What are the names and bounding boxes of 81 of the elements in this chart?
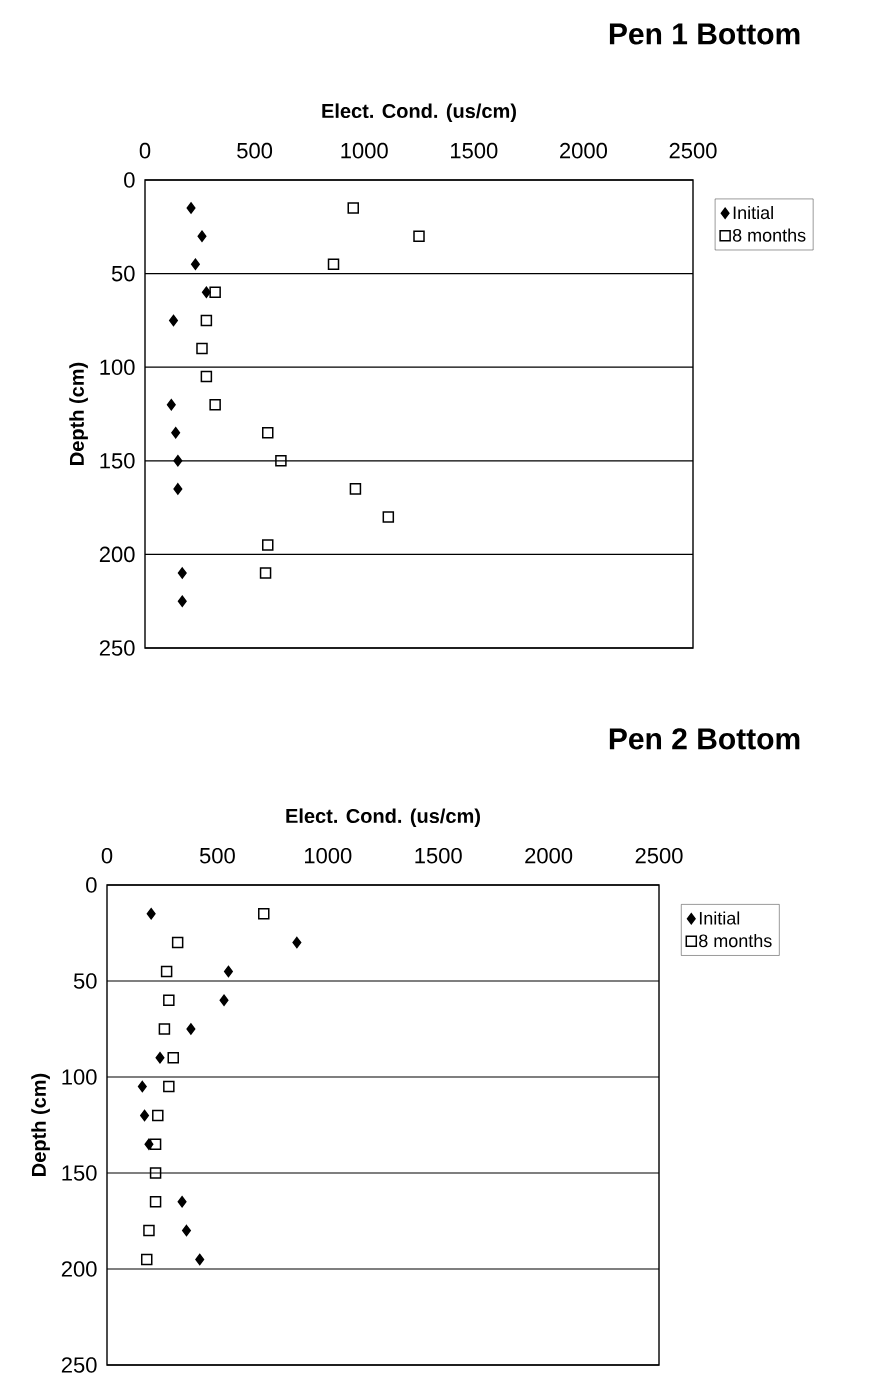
point [190, 258, 200, 270]
point [143, 1224, 155, 1237]
point [327, 258, 340, 270]
point [258, 908, 270, 920]
point [200, 370, 213, 383]
point [160, 965, 173, 978]
x-axis-title: Elect. Cond. (us/cm) [286, 808, 480, 828]
legend-label: 8 months [732, 228, 806, 242]
point [173, 455, 183, 467]
point [163, 1080, 175, 1093]
point [292, 936, 302, 949]
point [171, 936, 184, 949]
y-tick-label: 250 [61, 1357, 97, 1373]
point [149, 1138, 162, 1150]
point [209, 398, 221, 411]
point [155, 1052, 165, 1064]
point [223, 965, 233, 978]
x-tick-label: 500 [199, 847, 235, 864]
point [177, 595, 187, 607]
chart-title: Pen 1 Bottom [609, 23, 800, 45]
point [146, 908, 156, 920]
point [163, 994, 175, 1006]
point [177, 1196, 187, 1208]
point [140, 1109, 150, 1122]
x-tick-label: 1000 [305, 847, 352, 864]
legend-label: 8 months [699, 933, 772, 948]
y-tick-label: 100 [100, 359, 135, 375]
y-tick-label: 0 [86, 877, 97, 893]
point [171, 426, 181, 439]
point [195, 1253, 205, 1266]
point [149, 1167, 162, 1179]
point [152, 1109, 164, 1122]
x-tick-label: 1500 [415, 847, 462, 864]
point [275, 455, 287, 467]
x-tick-label: 1000 [341, 142, 388, 159]
point [219, 994, 229, 1006]
y-tick-label: 50 [73, 973, 97, 989]
point [197, 230, 207, 242]
point [166, 398, 176, 411]
point [201, 286, 211, 299]
x-axis-title: Elect. Cond. (us/cm) [322, 103, 516, 123]
point [413, 230, 425, 242]
point [149, 1196, 162, 1208]
point [262, 426, 274, 439]
point [200, 314, 213, 327]
y-tick-label: 0 [124, 172, 135, 188]
y-tick-label: 150 [62, 1165, 97, 1181]
legend-label: Initial [699, 911, 740, 925]
point [137, 1080, 147, 1093]
y-axis-title: Depth (cm) [31, 1073, 50, 1176]
x-tick-label: 0 [139, 142, 151, 159]
point [181, 1224, 191, 1237]
point [349, 483, 362, 495]
chart-title: Pen 2 Bottom [609, 728, 800, 750]
y-axis-title: Depth (cm) [69, 362, 88, 465]
y-tick-label: 200 [99, 546, 135, 563]
point [186, 202, 196, 214]
point [209, 286, 221, 299]
x-tick-label: 2500 [635, 847, 683, 864]
point [186, 1023, 196, 1035]
point [177, 567, 187, 579]
point [196, 342, 208, 355]
y-tick-label: 250 [99, 640, 135, 656]
point [167, 1052, 179, 1064]
point [158, 1023, 171, 1035]
point [382, 511, 395, 523]
y-tick-label: 150 [100, 453, 135, 469]
x-tick-label: 1500 [451, 142, 498, 159]
point [259, 567, 272, 579]
point [347, 202, 359, 214]
legend-label: Initial [733, 205, 773, 220]
point [173, 483, 183, 495]
x-tick-label: 500 [237, 142, 273, 159]
y-tick-label: 50 [111, 265, 135, 282]
x-tick-label: 2500 [669, 142, 717, 159]
x-tick-label: 2000 [560, 142, 607, 159]
point [140, 1253, 153, 1266]
y-tick-label: 100 [62, 1069, 97, 1085]
x-tick-label: 2000 [525, 847, 573, 864]
y-tick-label: 200 [61, 1261, 97, 1277]
point [262, 539, 274, 551]
